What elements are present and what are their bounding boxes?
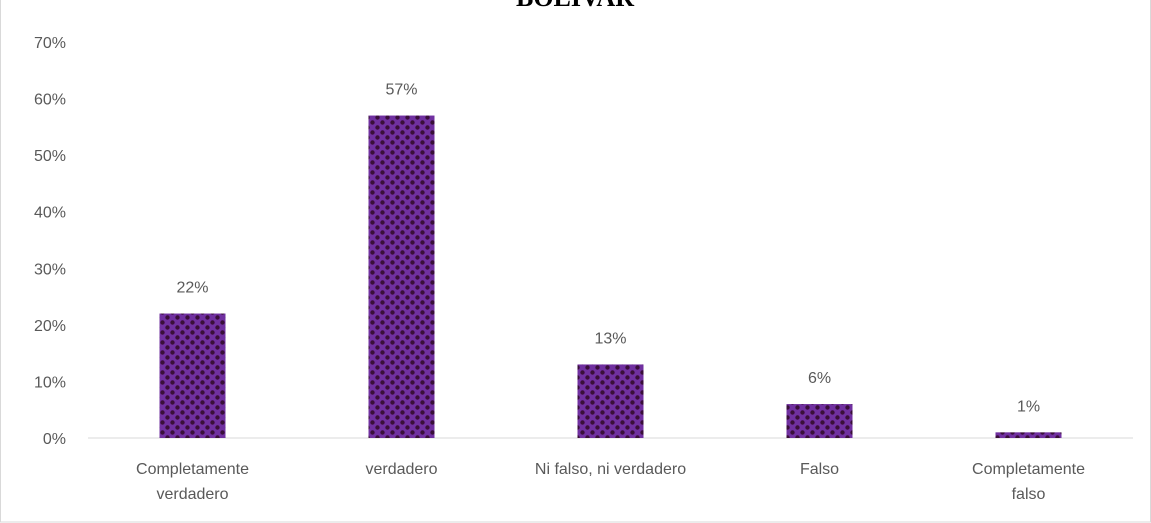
y-tick-label: 40%	[34, 205, 66, 222]
data-label: 57%	[385, 82, 417, 99]
y-tick-label: 0%	[43, 431, 66, 448]
y-tick-label: 10%	[34, 374, 66, 391]
bar	[159, 313, 226, 438]
y-tick-label: 20%	[34, 318, 66, 335]
data-label: 6%	[808, 370, 831, 387]
x-tick-label: Falso	[800, 461, 839, 478]
y-tick-label: 60%	[34, 92, 66, 109]
bar	[368, 115, 435, 439]
chart-title: BOLIVAR	[516, 0, 634, 12]
x-tick-label: Completamente	[136, 461, 249, 478]
data-label: 1%	[1017, 398, 1040, 415]
x-tick-label: Ni falso, ni verdadero	[535, 461, 686, 478]
y-tick-label: 30%	[34, 261, 66, 278]
y-tick-label: 70%	[34, 35, 66, 52]
x-tick-label: verdadero	[156, 486, 228, 503]
data-label: 13%	[594, 330, 626, 347]
bar	[995, 432, 1062, 438]
x-tick-label: verdadero	[365, 461, 437, 478]
bar	[577, 364, 644, 438]
y-tick-label: 50%	[34, 148, 66, 165]
data-label: 22%	[176, 280, 208, 297]
bar	[786, 404, 853, 438]
x-tick-label: falso	[1012, 486, 1046, 503]
x-tick-label: Completamente	[972, 461, 1085, 478]
